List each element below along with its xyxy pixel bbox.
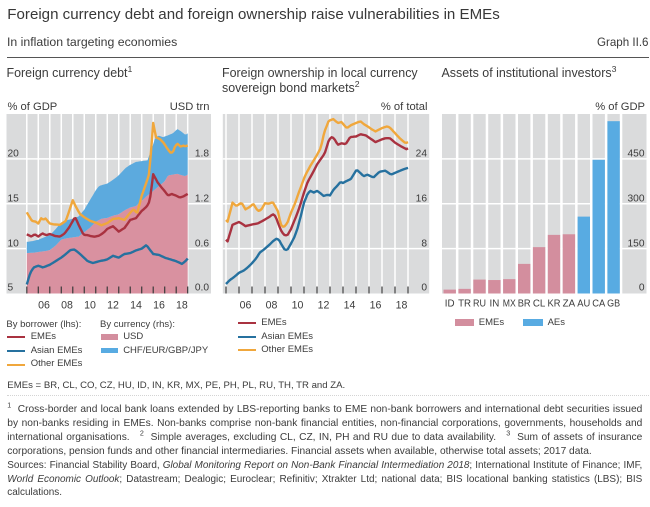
svg-text:0.6: 0.6 [195,238,209,249]
svg-text:RU: RU [473,299,486,310]
svg-text:USD trn: USD trn [170,101,210,113]
svg-text:0: 0 [639,283,645,294]
svg-text:18: 18 [176,299,188,311]
svg-text:150: 150 [628,238,645,249]
svg-text:06: 06 [240,299,252,311]
svg-text:ZA: ZA [563,299,576,310]
svg-text:5: 5 [8,283,14,294]
svg-text:0.0: 0.0 [195,283,209,294]
svg-text:CL: CL [533,299,546,310]
svg-text:% of total: % of total [381,101,428,113]
svg-text:06: 06 [38,299,50,311]
svg-text:CA: CA [592,299,605,310]
svg-text:BR: BR [518,299,531,310]
svg-text:14: 14 [344,299,356,311]
svg-text:GB: GB [607,299,620,310]
svg-text:MX: MX [503,299,516,310]
svg-text:12: 12 [107,299,119,311]
svg-text:KR: KR [548,299,561,310]
svg-text:20: 20 [8,149,20,160]
svg-text:300: 300 [628,194,645,205]
svg-text:16: 16 [153,299,165,311]
svg-text:450: 450 [628,149,645,160]
svg-text:AU: AU [577,299,590,310]
svg-text:08: 08 [61,299,73,311]
svg-text:IN: IN [490,299,500,310]
svg-text:08: 08 [266,299,278,311]
svg-text:1.2: 1.2 [195,194,209,205]
svg-text:8: 8 [421,238,427,249]
svg-text:16: 16 [416,194,428,205]
svg-text:15: 15 [8,194,20,205]
svg-text:% of GDP: % of GDP [595,101,645,113]
svg-text:24: 24 [416,149,428,160]
svg-text:TR: TR [458,299,471,310]
svg-text:10: 10 [8,238,20,249]
svg-text:10: 10 [292,299,304,311]
svg-text:16: 16 [370,299,382,311]
svg-text:14: 14 [130,299,142,311]
svg-text:12: 12 [318,299,330,311]
svg-text:18: 18 [396,299,408,311]
svg-text:ID: ID [445,299,455,310]
svg-text:10: 10 [84,299,96,311]
svg-text:% of GDP: % of GDP [8,101,58,113]
svg-text:1.8: 1.8 [195,149,209,160]
svg-text:0: 0 [421,283,427,294]
